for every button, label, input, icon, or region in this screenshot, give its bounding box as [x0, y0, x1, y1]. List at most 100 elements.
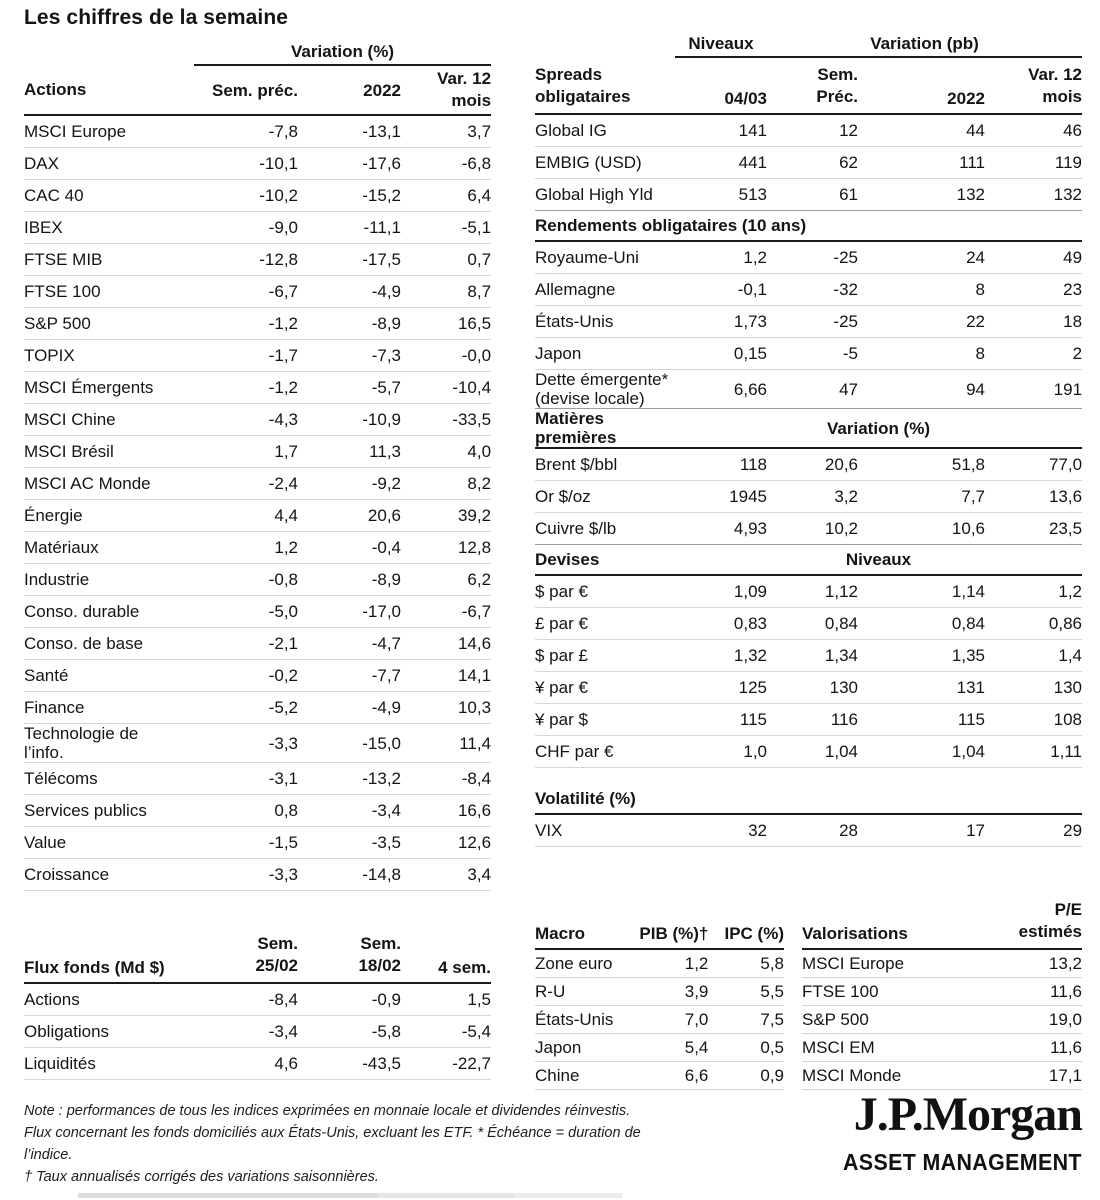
table-row: Cuivre $/lb 4,93 10,2 10,6 23,5: [535, 513, 1082, 545]
equities-table: Variation (%) Actions Sem. préc. 2022 Va…: [24, 38, 492, 891]
row-label: IBEX: [24, 211, 194, 244]
volatility-section-header: Volatilité (%): [535, 784, 1083, 815]
row-label: Dette émergente* (devise locale): [535, 370, 669, 408]
table-row: Brent $/bbl 118 20,6 51,8 77,0: [535, 448, 1083, 481]
row-value: 11,4: [401, 723, 492, 763]
row-value: -5,0: [194, 595, 298, 628]
row-value: 20,6: [767, 448, 858, 481]
column-header-gdp: PIB (%)†: [635, 895, 709, 950]
row-value: 0,84: [858, 607, 985, 640]
row-value: -4,9: [298, 275, 401, 308]
row-value: 125: [675, 671, 767, 704]
row-value: -10,9: [298, 403, 401, 436]
table-row: Services publics 0,8 -3,4 16,6: [24, 794, 492, 827]
row-value: 1,12: [767, 575, 858, 608]
row-value: -4,3: [194, 403, 298, 436]
row-label: Global IG: [535, 114, 675, 147]
row-value: 115: [858, 703, 985, 736]
row-value: -4,7: [298, 627, 401, 660]
row-value: 6,4: [401, 179, 492, 212]
row-value: 39,2: [401, 499, 492, 532]
row-label: MSCI EM: [802, 1033, 972, 1062]
row-value: -3,3: [194, 858, 298, 891]
row-value: 3,2: [767, 480, 858, 513]
table-row: VIX 32 28 17 29: [535, 814, 1083, 847]
table-row: États-Unis 7,0 7,5: [535, 1005, 784, 1034]
row-label: MSCI Europe: [802, 949, 972, 978]
row-value: 7,7: [858, 480, 985, 513]
row-value: -5,2: [194, 691, 298, 724]
macro-valuations-row: Macro PIB (%)† IPC (%) Zone euro 1,2 5,8 R-…: [535, 895, 1082, 1090]
row-value: 4,93: [733, 519, 767, 538]
table-row: IBEX -9,0 -11,1 -5,1: [24, 211, 492, 244]
column-header-bond-spreads: Spreads obligataires: [535, 57, 675, 115]
section-label-variation-pct: Variation (%): [675, 408, 1083, 449]
row-label: MSCI Brésil: [24, 435, 194, 468]
row-label: Royaume-Uni: [535, 241, 675, 274]
section-title-currencies: Devises: [535, 544, 675, 576]
row-value: 108: [985, 703, 1083, 736]
right-column: Niveaux Variation (pb) Spreads obligatai…: [535, 30, 1083, 1090]
row-value: 191: [1053, 379, 1083, 399]
column-header-prev-week: Sem. préc.: [194, 65, 298, 116]
bond-spreads-table: Niveaux Variation (pb) Spreads obligatai…: [535, 30, 1083, 210]
row-value: -17,5: [298, 243, 401, 276]
row-label: Matériaux: [24, 531, 194, 564]
row-label: EMBIG (USD): [535, 146, 675, 179]
row-value: -5: [767, 337, 858, 370]
row-label: FTSE 100: [802, 977, 972, 1006]
row-value: 4,6: [194, 1047, 298, 1080]
row-value: -3,4: [298, 794, 401, 827]
row-value: 8: [858, 273, 985, 306]
row-value: 32: [675, 814, 767, 847]
row-value: 22: [858, 305, 985, 338]
row-value: 1,35: [858, 639, 985, 672]
row-label: Zone euro: [535, 949, 636, 978]
row-value: -0,9: [298, 983, 401, 1016]
row-label: MSCI AC Monde: [24, 467, 194, 500]
macro-body: Zone euro 1,2 5,8 R-U 3,9 5,5 États-Unis 7,0 7,5…: [535, 949, 784, 1090]
row-value: -13,1: [298, 115, 401, 148]
table-row: Énergie 4,4 20,6 39,2: [24, 499, 492, 532]
table-row: MSCI Émergents -1,2 -5,7 -10,4: [24, 371, 492, 404]
row-label: Obligations: [24, 1015, 194, 1048]
row-value: -17,0: [298, 595, 401, 628]
table-row: Obligations -3,4 -5,8 -5,4: [24, 1015, 491, 1048]
row-value: 23: [985, 273, 1083, 306]
table-row: Allemagne -0,1 -32 8 23: [535, 273, 1083, 306]
row-value: 0,9: [708, 1061, 784, 1090]
row-label: ¥ par €: [535, 671, 675, 704]
row-label: Liquidités: [24, 1047, 194, 1080]
row-label: Technologie de l’info.: [24, 723, 194, 763]
row-value: 1,09: [675, 575, 767, 608]
row-label: Télécoms: [24, 762, 194, 795]
row-value: 12: [767, 114, 858, 147]
row-value: -5,4: [401, 1015, 491, 1048]
column-header-week-2502: Sem. 25/02: [194, 925, 298, 984]
row-value: 11,6: [972, 977, 1082, 1006]
row-label: Chine: [535, 1061, 636, 1090]
row-value: 0,15: [675, 337, 767, 370]
row-value: -7,7: [298, 659, 401, 692]
table-row: MSCI Chine -4,3 -10,9 -33,5: [24, 403, 492, 436]
row-value: 5,4: [635, 1033, 709, 1062]
column-header-var-12m: Var. 12 mois: [401, 65, 492, 116]
row-value: 10,6: [951, 519, 985, 538]
row-value: 1,2: [675, 241, 767, 274]
valuations-header-row: Valorisations P/E estimés: [802, 895, 1082, 950]
row-label: £ par €: [535, 607, 675, 640]
bond-spreads-body: Global IG 141 12 44 46 EMBIG (USD) 441 62 111 119…: [535, 114, 1083, 210]
row-value: 5,8: [708, 949, 784, 978]
row-value: 8: [858, 337, 985, 370]
row-label: Croissance: [24, 858, 194, 891]
row-value: 16,6: [401, 794, 492, 827]
brand-division-label: ASSET MANAGEMENT: [843, 1149, 1082, 1176]
table-row: MSCI Europe 13,2: [802, 949, 1082, 978]
currencies-table: Devises Niveaux $ par €1,09 1,12 1,14 1,2 £ …: [535, 544, 1083, 768]
row-value: 10,2: [824, 519, 858, 538]
row-label: DAX: [24, 147, 194, 180]
row-value: 0,5: [708, 1033, 784, 1062]
row-value: 1,5: [401, 983, 491, 1016]
row-value: 0,86: [985, 607, 1083, 640]
table-row: Industrie -0,8 -8,9 6,2: [24, 563, 492, 596]
